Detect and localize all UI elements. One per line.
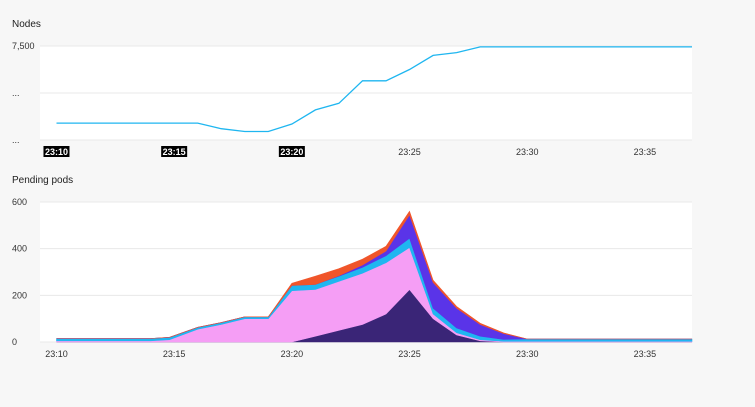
nodes-x-tick-label: 23:25 [398,147,421,157]
pods-x-tick-label: 23:25 [398,349,421,359]
nodes-x-tick-label: 23:10 [45,147,68,157]
nodes-x-tick-label: 23:20 [280,147,303,157]
nodes-panel-title: Nodes [12,19,41,30]
pods-x-tick-label: 23:35 [634,349,657,359]
pods-y-tick-label: 600 [12,197,27,207]
nodes-x-tick-highlight [161,146,188,157]
pods-x-tick-label: 23:10 [45,349,68,359]
nodes-x-tick-highlight [278,146,305,157]
nodes-y-tick-label: ... [12,135,20,145]
pending-pods-chart: 600 400 200 0 23:10 23:15 23:20 23:25 23:30 23:35 [12,197,693,359]
nodes-y-tick-label: ... [12,88,20,98]
pods-area-series-5 [56,210,692,340]
nodes-series-line [56,46,692,133]
pending-pods-panel-title: Pending pods [12,175,74,186]
pods-y-tick-label: 400 [12,244,27,254]
pods-x-tick-label: 23:30 [516,349,539,359]
pods-x-tick-label: 23:20 [281,349,304,359]
nodes-x-tick-highlight [43,146,70,157]
nodes-x-tick-label: 23:15 [163,147,186,157]
pods-y-tick-label: 200 [12,290,27,300]
nodes-chart: 7,500...... 23:10 23:15 23:20 23:25 23:30 23:3… [12,41,692,157]
nodes-y-tick-label: 7,500 [12,41,35,51]
pods-x-tick-label: 23:15 [163,349,186,359]
nodes-x-tick-label: 23:30 [516,147,539,157]
nodes-x-tick-label: 23:35 [634,147,657,157]
pods-y-tick-label: 0 [12,337,17,347]
